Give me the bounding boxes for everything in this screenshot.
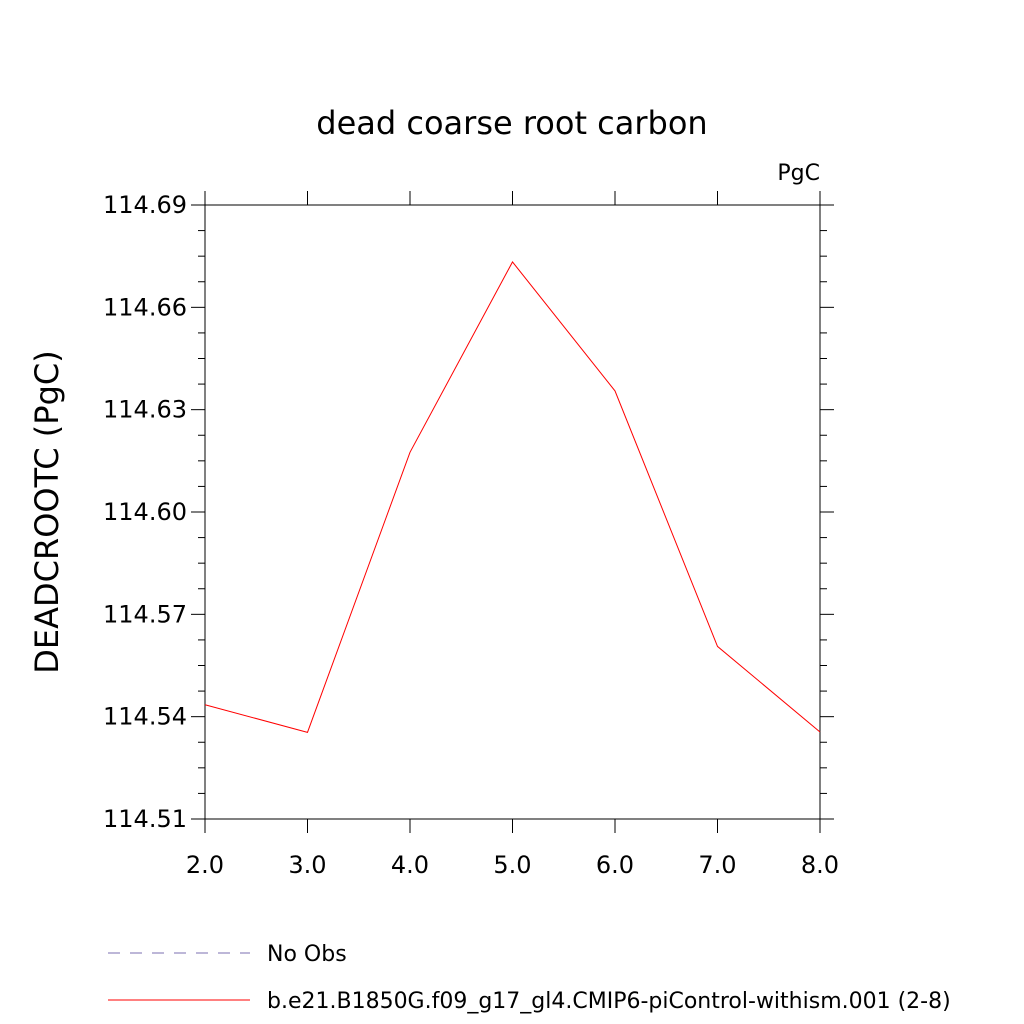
units-label: PgC — [777, 161, 820, 186]
x-tick-label: 4.0 — [391, 851, 429, 879]
legend: No Obs b.e21.B1850G.f09_g17_gl4.CMIP6-pi… — [108, 942, 951, 1014]
y-tick-label: 114.60 — [103, 498, 187, 526]
y-tick-label: 114.66 — [103, 293, 187, 321]
chart-title: dead coarse root carbon — [316, 104, 707, 142]
y-tick-label: 114.63 — [103, 396, 187, 424]
series-line — [204, 261, 821, 733]
series-layer — [204, 261, 821, 733]
y-axis-label: DEADCROOTC (PgC) — [28, 350, 66, 673]
legend-label-no-obs: No Obs — [267, 942, 347, 967]
x-tick-label: 8.0 — [801, 851, 839, 879]
y-tick-label: 114.54 — [103, 703, 187, 731]
y-tick-label: 114.57 — [103, 600, 187, 628]
axes: 114.51 114.54 114.57 114.60 114.63 114.66 114.… — [103, 191, 839, 879]
x-tick-label: 2.0 — [186, 851, 224, 879]
x-tick-label: 7.0 — [698, 851, 736, 879]
x-tick-label: 3.0 — [288, 851, 326, 879]
x-tick-label: 6.0 — [596, 851, 634, 879]
y-tick-label: 114.51 — [103, 805, 187, 833]
legend-label-model-run: b.e21.B1850G.f09_g17_gl4.CMIP6-piControl… — [267, 989, 951, 1014]
x-tick-label: 5.0 — [493, 851, 531, 879]
y-tick-label: 114.69 — [103, 191, 187, 219]
plot-frame — [204, 204, 821, 820]
